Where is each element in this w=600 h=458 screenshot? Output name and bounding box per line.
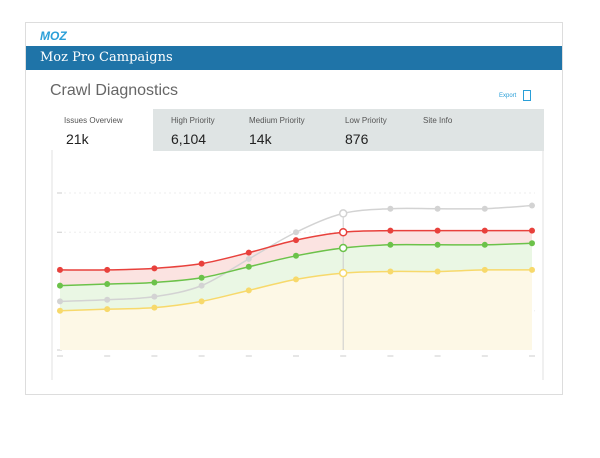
point <box>198 260 205 267</box>
point <box>151 279 158 286</box>
point <box>387 205 394 212</box>
point <box>481 241 488 248</box>
tab-value: 14k <box>249 131 272 147</box>
point <box>434 268 441 275</box>
point <box>338 268 348 278</box>
point <box>151 304 158 311</box>
tab[interactable]: Site Info <box>405 109 544 151</box>
tab[interactable]: Medium Priority 14k <box>231 109 327 151</box>
point <box>481 266 488 273</box>
tab-label: Medium Priority <box>249 116 305 125</box>
tab-value: 21k <box>66 131 89 147</box>
point <box>104 306 111 313</box>
point <box>293 229 299 236</box>
point <box>387 227 394 234</box>
tab-label: Issues Overview <box>64 116 123 125</box>
point <box>198 274 205 281</box>
point <box>434 205 441 212</box>
point <box>293 252 299 259</box>
point <box>434 241 441 248</box>
point <box>338 209 348 218</box>
export-link[interactable]: Export <box>499 93 517 99</box>
header-bar: Moz Pro Campaigns <box>26 46 562 70</box>
point <box>293 276 299 283</box>
point <box>338 228 348 237</box>
tab-bar: Issues Overview 21k High Priority 6,104 Medi… <box>53 109 544 151</box>
tab-value: 6,104 <box>171 131 207 147</box>
point <box>245 263 252 270</box>
export-icon[interactable] <box>523 90 531 101</box>
point <box>529 240 535 247</box>
point <box>387 268 394 275</box>
area-band <box>60 269 532 350</box>
point <box>57 298 63 305</box>
point <box>104 281 111 288</box>
point <box>57 266 63 273</box>
point <box>245 287 252 294</box>
tab-label: Low Priority <box>345 116 387 125</box>
point <box>245 249 252 256</box>
point <box>387 241 394 248</box>
logo: MOZ <box>40 29 67 43</box>
point <box>245 255 252 262</box>
tab-label: Site Info <box>423 116 453 125</box>
point <box>338 243 348 253</box>
page-title: Crawl Diagnostics <box>50 82 179 99</box>
point <box>151 265 158 272</box>
point <box>293 237 299 244</box>
point <box>104 266 111 273</box>
point <box>529 227 535 234</box>
point <box>481 227 488 234</box>
point <box>151 293 158 300</box>
point <box>481 205 488 212</box>
point <box>198 298 205 305</box>
tab[interactable]: Issues Overview 21k <box>53 109 153 151</box>
point <box>529 266 535 273</box>
point <box>104 296 111 303</box>
tab[interactable]: Low Priority 876 <box>327 109 405 151</box>
tab-label: High Priority <box>171 116 215 125</box>
point <box>529 202 535 209</box>
point <box>198 282 205 289</box>
tab[interactable]: High Priority 6,104 <box>153 109 231 151</box>
tab-value: 876 <box>345 131 369 147</box>
point <box>434 227 441 234</box>
point <box>57 282 63 289</box>
point <box>57 307 63 314</box>
